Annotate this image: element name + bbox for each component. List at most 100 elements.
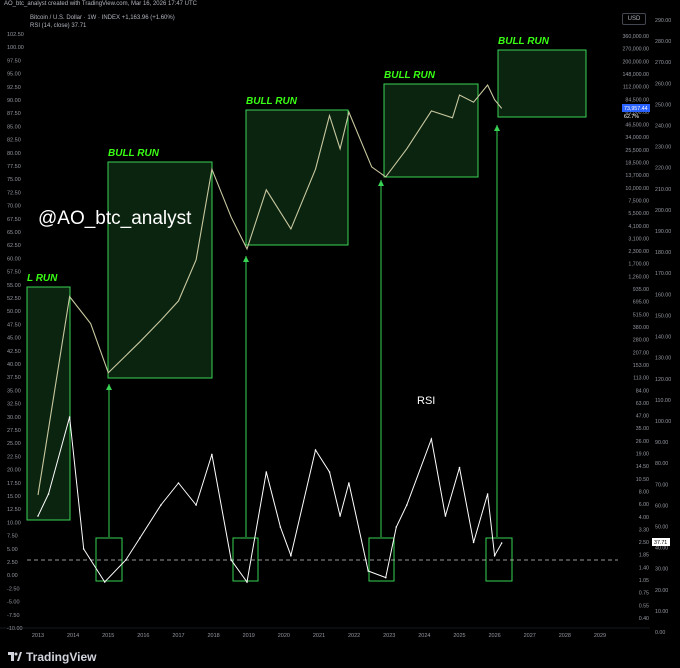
left-axis-tick: 45.00	[7, 336, 21, 342]
rsi-label: RSI	[417, 395, 435, 407]
rsi-line	[37, 416, 503, 584]
rsi-axis-tick: 160.00	[655, 292, 671, 298]
left-axis-tick: 32.50	[7, 402, 21, 408]
left-axis-tick: 57.50	[7, 270, 21, 276]
rsi-point	[139, 537, 141, 539]
rsi-axis-tick: 110.00	[655, 398, 671, 404]
left-axis-tick: 102.50	[7, 32, 24, 38]
rsi-point	[430, 438, 433, 440]
rsi-point	[348, 482, 350, 484]
price-axis-tick: 3.30	[639, 527, 649, 533]
price-axis-tick: 5,500.00	[628, 211, 649, 217]
rsi-point	[314, 449, 317, 451]
left-axis-tick: 5.00	[7, 547, 18, 553]
rsi-point	[230, 559, 232, 561]
left-axis-tick: 42.50	[7, 349, 21, 355]
price-axis-tick: 380.00	[633, 325, 649, 331]
rsi-point	[125, 559, 127, 561]
rsi-point	[493, 554, 496, 557]
chart-header: Bitcoin / U.S. Dollar · 1W · INDEX +1,16…	[30, 14, 175, 30]
left-axis-tick: 80.00	[7, 151, 21, 157]
price-axis-tick: 26.00	[636, 439, 649, 445]
left-axis-tick: 92.50	[7, 85, 21, 91]
rsi-point	[339, 515, 341, 517]
rsi-axis-tick: 30.00	[655, 567, 668, 573]
rsi-point	[290, 554, 292, 557]
rsi-oversold-box	[95, 537, 123, 582]
bull-run-label: L RUN	[27, 273, 58, 284]
bull-run-box	[245, 109, 349, 246]
price-axis-tick: 47.00	[636, 414, 649, 420]
rsi-axis-tick: 10.00	[655, 609, 668, 615]
rsi-point	[37, 515, 39, 517]
x-axis-tick: 2022	[348, 633, 360, 639]
left-axis-tick: 77.50	[7, 164, 21, 170]
price-axis-tick: 280.00	[633, 338, 649, 344]
bull-boxes: L RUN BULL RUN BULL RUN BULL RUN BULL RUN	[26, 36, 587, 582]
rsi-axis-tick: 230.00	[655, 145, 671, 151]
price-axis-tick: 35.00	[636, 426, 649, 432]
rsi-oversold-box	[232, 537, 259, 582]
x-axis-tick: 2027	[524, 633, 536, 639]
price-axis-tick: 84,500.00	[625, 97, 649, 103]
price-axis-tick: 0.40	[639, 616, 649, 622]
rsi-tag: 37.71	[654, 540, 667, 546]
price-axis-tick: 1.40	[639, 565, 649, 571]
arrow-head	[106, 384, 112, 390]
rsi-axis-tick: 190.00	[655, 229, 671, 235]
rsi-axis-tick: 140.00	[655, 335, 671, 341]
price-axis-tick: 1.05	[639, 578, 649, 584]
rsi-axis-tick: 170.00	[655, 271, 671, 277]
rsi-point	[328, 471, 331, 473]
rsi-axis-tick: 50.00	[655, 524, 668, 530]
price-axis-tick: 113.00	[633, 376, 649, 382]
rsi-point	[406, 504, 408, 506]
left-axis: 102.50 100.00 97.50 95.00 92.50 90.00 87.50 85.…	[7, 32, 24, 632]
rsi-point	[211, 453, 213, 456]
rsi-point	[103, 581, 106, 583]
x-axis-tick: 2015	[102, 633, 114, 639]
left-axis-tick: 35.00	[7, 388, 21, 394]
arrow-head	[378, 180, 384, 186]
price-axis-tick: 153.00	[633, 363, 649, 369]
price-series	[37, 83, 503, 496]
left-axis-tick: 75.00	[7, 177, 21, 183]
chart-canvas[interactable]: 102.50 100.00 97.50 95.00 92.50 90.00 87.50 85.…	[0, 0, 680, 645]
price-axis-tick: 112,000.00	[623, 85, 649, 91]
price-axis-tick: 2.50	[639, 540, 649, 546]
x-axis-tick: 2016	[137, 633, 149, 639]
rsi-oversold-box	[485, 537, 513, 582]
rsi-axis-tick: 220.00	[655, 166, 671, 172]
left-axis-tick: 60.00	[7, 256, 21, 262]
tradingview-brand: TradingView	[26, 650, 96, 664]
rsi-oversold-box	[368, 537, 395, 582]
rsi-axis-tick: 120.00	[655, 377, 671, 383]
bull-run-label: BULL RUN	[246, 96, 298, 107]
left-axis-tick: 17.50	[7, 481, 21, 487]
arrow-head	[494, 125, 500, 131]
rsi-tag-bg	[652, 538, 670, 546]
left-axis-tick: 2.50	[7, 560, 18, 566]
rsi-axis-tick: 20.00	[655, 588, 668, 594]
rsi-point	[246, 581, 248, 583]
rsi-axis: 290.00 280.00 270.00 260.00 250.00 240.00 230.…	[655, 18, 671, 636]
rsi-axis-tick: 60.00	[655, 503, 668, 509]
footer	[0, 645, 680, 668]
left-axis-tick: 0.00	[7, 573, 18, 579]
x-axis-tick: 2029	[594, 633, 606, 639]
rsi-point	[195, 504, 197, 506]
currency-button[interactable]: USD	[622, 13, 646, 25]
x-axis-tick: 2026	[489, 633, 501, 639]
rsi-axis-tick: 200.00	[655, 208, 671, 214]
tradingview-logo-icon	[8, 652, 22, 661]
rsi-point	[47, 493, 50, 495]
left-axis-tick: 10.00	[7, 520, 21, 526]
price-axis-tick: 695.00	[633, 300, 649, 306]
rsi-point	[177, 482, 180, 484]
price-axis-tick: 7,500.00	[628, 198, 649, 204]
x-axis-tick: 2028	[559, 633, 571, 639]
rsi-point	[82, 548, 85, 550]
price-axis-tick: 34,000.00	[625, 135, 649, 141]
rsi-point	[500, 542, 503, 544]
price-axis-tick: 1,260.00	[628, 274, 649, 280]
